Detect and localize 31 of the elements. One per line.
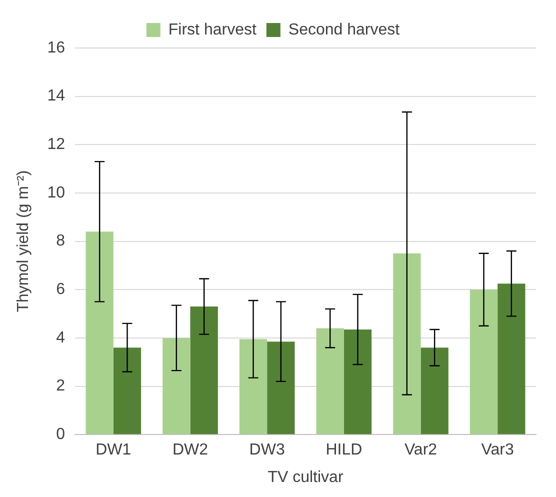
bar	[86, 232, 114, 434]
x-tick-label: DW1	[96, 442, 132, 459]
bar	[420, 348, 448, 434]
y-tick-label: 6	[56, 281, 66, 298]
y-tick-label: 8	[56, 232, 66, 250]
x-tick-label: DW3	[249, 442, 285, 459]
bar	[498, 284, 526, 434]
bar	[470, 290, 498, 434]
y-tick-label: 0	[56, 426, 66, 444]
bar	[316, 328, 344, 434]
y-tick-label: 4	[56, 329, 66, 346]
bar	[113, 348, 142, 434]
legend-label: First harvest	[168, 21, 257, 38]
bar	[239, 339, 268, 434]
y-tick-label: 10	[47, 184, 66, 202]
y-tick-label: 14	[47, 88, 66, 105]
bar	[267, 342, 295, 434]
bar	[344, 329, 372, 434]
x-tick-label: Var2	[404, 442, 438, 459]
y-tick-label: 2	[56, 378, 66, 395]
bar	[190, 306, 218, 434]
x-axis-title: TV cultivar	[268, 468, 344, 486]
y-tick-label: 12	[47, 136, 66, 154]
x-tick-label: HILD	[326, 442, 362, 459]
x-tick-label: Var3	[481, 442, 514, 459]
bar	[162, 338, 190, 434]
y-tick-label: 16	[47, 39, 66, 56]
legend-label: Second harvest	[288, 21, 400, 38]
x-tick-label: DW2	[172, 442, 208, 459]
bar	[393, 253, 421, 434]
y-axis-title: Thymol yield (g m⁻²)	[15, 170, 32, 312]
